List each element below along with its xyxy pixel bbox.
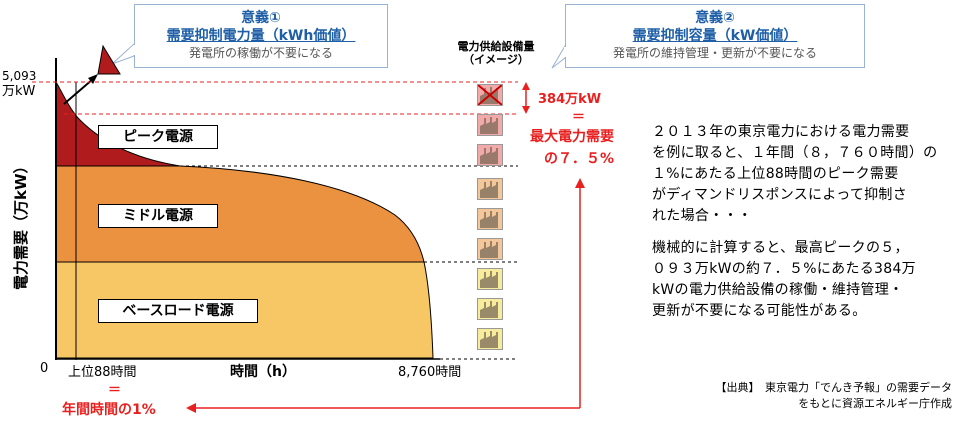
y-tick-zero: 0 — [40, 361, 49, 376]
power-plant-icon — [477, 114, 503, 136]
callout2-pointer — [551, 44, 566, 69]
facility-title: 電力供給設備量 （イメージ） — [446, 40, 546, 66]
para1-line: れた場合・・・ — [652, 208, 753, 224]
facility-title-line1: 電力供給設備量 — [457, 40, 535, 53]
facility-title-line2: （イメージ） — [463, 53, 529, 66]
callout2-subtitle: 需要抑制容量（kW価値） — [632, 28, 798, 44]
explanation-paragraph-2: 機械的に計算すると、最高ピークの５， ０９３万kWの約７．５%にあたる384万 … — [652, 238, 952, 322]
source-line1: 【出典】 東京電力「でんき予報」の需要データ — [715, 381, 953, 394]
para1-line: １%にあたる上位88時間のピーク需要 — [652, 166, 899, 182]
label-middle: ミドル電源 — [98, 204, 218, 228]
y-tick-top-unit: 万kW — [2, 84, 36, 99]
x-tick-end: 8,760時間 — [398, 365, 462, 380]
label-base: ベースロード電源 — [98, 299, 258, 323]
y-tick-top-value: 5,093 — [2, 69, 37, 83]
para1-line: がディマンドリスポンスによって抑制さ — [652, 187, 908, 203]
callout1-title: 意義① — [241, 10, 281, 26]
x-tick-88: 上位88時間 — [68, 365, 137, 380]
peak-tip — [97, 44, 121, 75]
power-plant-icon — [477, 238, 503, 260]
callout1-subtitle: 需要抑制電力量（kWh価値） — [166, 28, 356, 44]
source-note: 【出典】 東京電力「でんき予報」の需要データ をもとに資源エネルギー庁作成 — [716, 380, 953, 412]
x-axis-title: 時間（h） — [230, 364, 296, 380]
reduction-amount: 384万kW — [538, 92, 602, 107]
para2-line: ０９３万kWの約７．５%にあたる384万 — [652, 261, 916, 277]
power-plant-icon-removed — [477, 84, 503, 106]
callout-kwh-value: 意義① 需要抑制電力量（kWh価値） 発電所の稼働が不要になる — [134, 4, 388, 68]
reduction-equals: ＝ — [572, 110, 586, 125]
equals-sign-1pct: ＝ — [108, 383, 122, 398]
para1-line: ２０１３年の東京電力における電力需要 — [652, 124, 910, 140]
explanation-paragraph-1: ２０１３年の東京電力における電力需要 を例に取ると、１年間（８，７６０時間）の … — [652, 122, 952, 227]
callout-kw-value: 意義② 需要抑制容量（kW価値） 発電所の維持管理・更新が不要になる — [565, 4, 865, 68]
reduction-line1: 最大電力需要 — [530, 129, 614, 145]
power-plant-icon — [477, 178, 503, 200]
power-plant-icon — [477, 208, 503, 230]
callout2-note: 発電所の維持管理・更新が不要になる — [612, 46, 817, 60]
callout2-title: 意義② — [695, 10, 735, 26]
para1-line: を例に取ると、１年間（８，７６０時間）の — [652, 145, 938, 161]
para2-line: 更新が不要になる可能性がある。 — [652, 303, 867, 319]
power-plant-icon — [477, 298, 503, 320]
source-line2: をもとに資源エネルギー庁作成 — [798, 397, 952, 410]
year-ratio-label: 年間時間の1% — [62, 402, 156, 418]
para2-line: 機械的に計算すると、最高ピークの５， — [652, 240, 909, 256]
y-tick-top: 5,093 万kW — [2, 68, 36, 100]
label-peak: ピーク電源 — [98, 125, 218, 149]
y-axis-title: 電力需要（万kW） — [12, 158, 30, 290]
callout1-pointer — [111, 42, 135, 65]
power-plant-icon — [477, 144, 503, 166]
power-plant-icon — [477, 328, 503, 350]
band-middle — [55, 165, 425, 263]
para2-line: kWの電力供給設備の稼働・維持管理・ — [652, 282, 904, 298]
band-peak — [55, 80, 181, 167]
callout1-note: 発電所の稼働が不要になる — [188, 46, 333, 60]
reduction-line2: の７．５% — [544, 151, 615, 167]
power-plant-icon — [477, 268, 503, 290]
